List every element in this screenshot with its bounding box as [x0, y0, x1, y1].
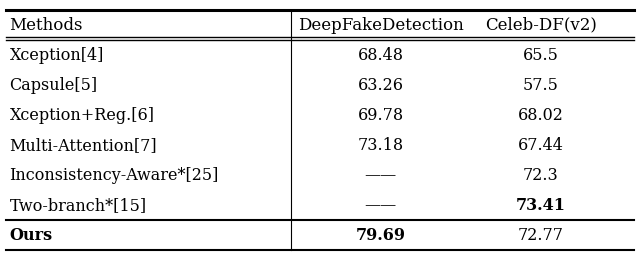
Text: 68.48: 68.48 [358, 47, 404, 64]
Text: 65.5: 65.5 [523, 47, 559, 64]
Text: Xception[4]: Xception[4] [10, 47, 104, 64]
Text: 73.41: 73.41 [516, 197, 566, 214]
Text: Xception+Reg.[6]: Xception+Reg.[6] [10, 107, 155, 124]
Text: Ours: Ours [10, 227, 52, 244]
Text: ——: —— [365, 167, 397, 184]
Text: 68.02: 68.02 [518, 107, 564, 124]
Text: 79.69: 79.69 [356, 227, 406, 244]
Text: Capsule[5]: Capsule[5] [10, 77, 98, 94]
Text: Inconsistency-Aware*[25]: Inconsistency-Aware*[25] [10, 167, 219, 184]
Text: ——: —— [365, 197, 397, 214]
Text: Two-branch*[15]: Two-branch*[15] [10, 197, 147, 214]
Text: Multi-Attention[7]: Multi-Attention[7] [10, 137, 157, 154]
Text: 72.3: 72.3 [523, 167, 559, 184]
Text: Methods: Methods [10, 17, 83, 34]
Text: 67.44: 67.44 [518, 137, 564, 154]
Text: 63.26: 63.26 [358, 77, 404, 94]
Text: Celeb-DF(v2): Celeb-DF(v2) [485, 17, 596, 34]
Text: 69.78: 69.78 [358, 107, 404, 124]
Text: 57.5: 57.5 [523, 77, 559, 94]
Text: DeepFakeDetection: DeepFakeDetection [298, 17, 463, 34]
Text: 72.77: 72.77 [518, 227, 564, 244]
Text: 73.18: 73.18 [358, 137, 404, 154]
